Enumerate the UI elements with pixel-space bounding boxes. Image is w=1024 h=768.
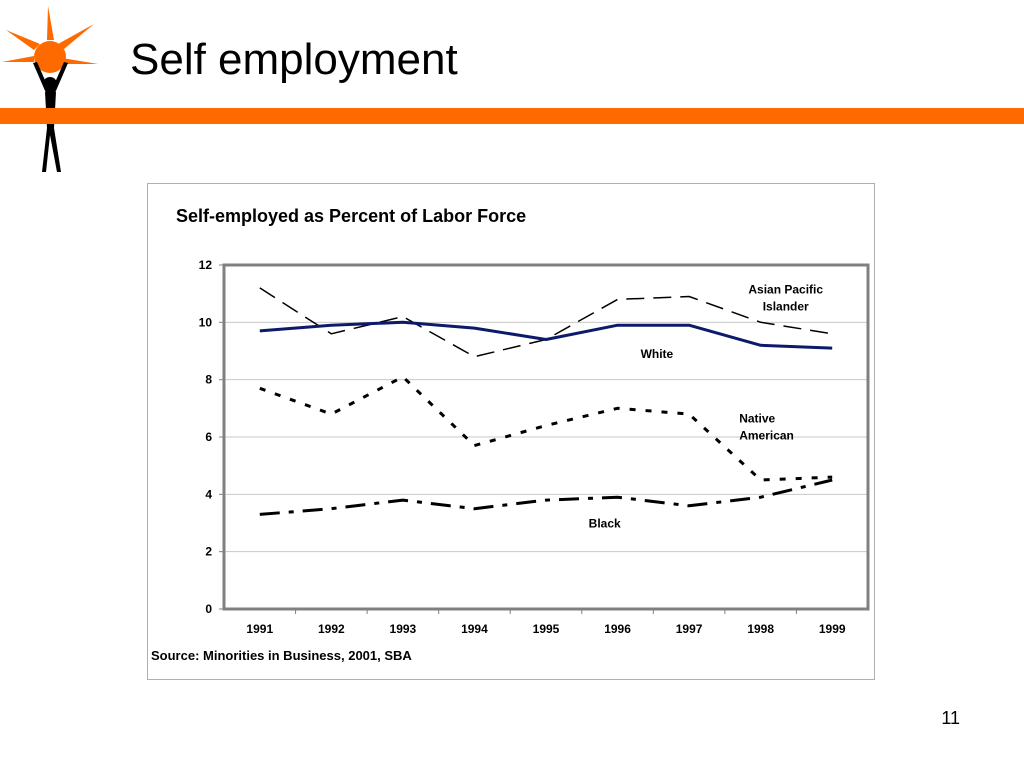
y-tick-label: 12 (199, 258, 213, 272)
title-accent-bar (0, 108, 1024, 124)
x-tick-label: 1996 (604, 622, 631, 636)
plot-area-frame (222, 263, 870, 611)
x-tick-label: 1994 (461, 622, 488, 636)
series-label: Asian Pacific Islander (748, 283, 823, 314)
series-line-black (259, 478, 833, 516)
x-tick-label: 1992 (318, 622, 345, 636)
y-tick-label: 8 (205, 373, 212, 387)
series-label: Native American (739, 412, 794, 443)
slide-title: Self employment (130, 35, 458, 84)
y-tick-label: 4 (205, 487, 212, 501)
page-number: 11 (941, 708, 960, 728)
x-tick-label: 1995 (533, 622, 560, 636)
x-tick-label: 1999 (819, 622, 846, 636)
series-labels: Asian Pacific Islander White Native American… (589, 283, 824, 531)
y-tick-label: 2 (205, 545, 212, 559)
chart-source: Source: Minorities in Business, 2001, SB… (151, 648, 412, 663)
sun-person-logo-icon (2, 6, 98, 172)
y-axis-ticks: 0 2 4 6 8 10 12 (199, 258, 224, 616)
y-tick-label: 0 (205, 602, 212, 616)
chart-container: Self-employed as Percent of Labor Force … (147, 183, 875, 680)
x-tick-label: 1993 (390, 622, 417, 636)
x-tick-label: 1991 (246, 622, 273, 636)
x-tick-label: 1997 (676, 622, 703, 636)
series-lines (259, 287, 833, 516)
series-label: White (641, 347, 674, 361)
series-line-white (259, 320, 833, 350)
chart-title: Self-employed as Percent of Labor Force (176, 206, 526, 226)
y-tick-label: 6 (205, 430, 212, 444)
y-tick-label: 10 (199, 315, 213, 329)
x-axis-ticks: 1991 1992 1993 1994 1995 1996 1997 1998 1999 (246, 609, 846, 636)
series-label: Black (589, 516, 621, 530)
x-tick-label: 1998 (747, 622, 774, 636)
line-chart: Self-employed as Percent of Labor Force … (151, 206, 870, 663)
